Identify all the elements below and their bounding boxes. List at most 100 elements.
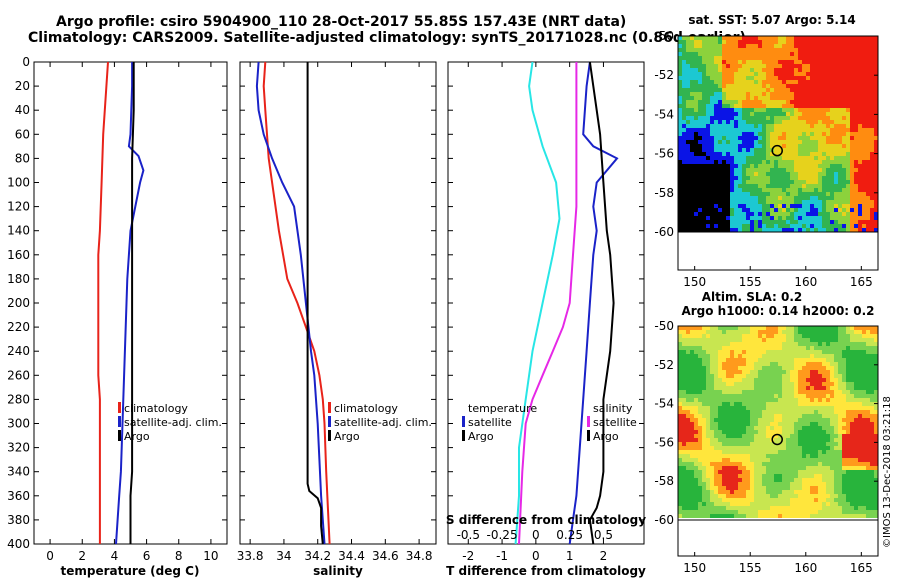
- map-cell: [854, 76, 858, 80]
- map-cell: [798, 342, 802, 346]
- map-cell: [774, 494, 778, 498]
- map-cell: [858, 350, 862, 354]
- map-cell: [798, 474, 802, 478]
- map-cell: [874, 212, 878, 216]
- map-cell: [830, 350, 834, 354]
- map-cell: [698, 386, 702, 390]
- map-cell: [826, 52, 830, 56]
- map-cell: [762, 216, 766, 220]
- map-cell: [846, 192, 850, 196]
- map-cell: [678, 326, 682, 330]
- map-cell: [858, 36, 862, 40]
- map-cell: [782, 120, 786, 124]
- map-cell: [770, 390, 774, 394]
- map-cell: [786, 414, 790, 418]
- map-cell: [746, 44, 750, 48]
- map-cell: [790, 112, 794, 116]
- map-cell: [738, 196, 742, 200]
- map-cell: [842, 44, 846, 48]
- map-cell: [726, 446, 730, 450]
- map-cell: [746, 354, 750, 358]
- map-cell: [842, 498, 846, 502]
- map-cell: [842, 164, 846, 168]
- map-cell: [782, 382, 786, 386]
- map-cell: [798, 442, 802, 446]
- map-cell: [818, 152, 822, 156]
- map-cell: [678, 342, 682, 346]
- map-cell: [706, 220, 710, 224]
- map-cell: [786, 394, 790, 398]
- map-cell: [750, 382, 754, 386]
- map-cell: [790, 156, 794, 160]
- map-cell: [850, 168, 854, 172]
- map-cell: [718, 64, 722, 68]
- map-cell: [862, 394, 866, 398]
- map-cell: [782, 192, 786, 196]
- map-cell: [862, 88, 866, 92]
- map-cell: [850, 228, 854, 232]
- map-cell: [682, 434, 686, 438]
- map-cell: [730, 172, 734, 176]
- map-cell: [834, 120, 838, 124]
- map-cell: [722, 426, 726, 430]
- map-cell: [726, 486, 730, 490]
- map-cell: [742, 60, 746, 64]
- map-cell: [694, 80, 698, 84]
- map-cell: [706, 88, 710, 92]
- map-cell: [858, 164, 862, 168]
- map-cell: [714, 40, 718, 44]
- map-cell: [714, 398, 718, 402]
- map-cell: [854, 200, 858, 204]
- map-cell: [846, 358, 850, 362]
- map-cell: [762, 454, 766, 458]
- map-cell: [802, 330, 806, 334]
- map-cell: [766, 128, 770, 132]
- map-cell: [802, 44, 806, 48]
- map-cell: [714, 56, 718, 60]
- map-cell: [858, 180, 862, 184]
- map-cell: [750, 136, 754, 140]
- map-cell: [746, 148, 750, 152]
- map-cell: [746, 140, 750, 144]
- map-cell: [830, 362, 834, 366]
- map-cell: [730, 398, 734, 402]
- map-cell: [802, 48, 806, 52]
- map-cell: [690, 68, 694, 72]
- map-cell: [818, 96, 822, 100]
- map-cell: [746, 72, 750, 76]
- map-cell: [734, 458, 738, 462]
- map-cell: [802, 458, 806, 462]
- map-cell: [774, 156, 778, 160]
- map-cell: [718, 44, 722, 48]
- map-cell: [854, 502, 858, 506]
- map-cell: [826, 176, 830, 180]
- map-cell: [738, 462, 742, 466]
- map-cell: [758, 330, 762, 334]
- map-cell: [842, 326, 846, 330]
- map-cell: [722, 486, 726, 490]
- map-cell: [830, 188, 834, 192]
- map-cell: [690, 414, 694, 418]
- map-cell: [818, 104, 822, 108]
- map-cell: [738, 160, 742, 164]
- map-cell: [746, 438, 750, 442]
- map-cell: [682, 152, 686, 156]
- map-cell: [782, 172, 786, 176]
- map-cell: [694, 184, 698, 188]
- map-cell: [710, 208, 714, 212]
- map-cell: [726, 390, 730, 394]
- map-cell: [850, 398, 854, 402]
- map-cell: [758, 188, 762, 192]
- map-cell: [710, 132, 714, 136]
- map-cell: [702, 40, 706, 44]
- map-cell: [826, 458, 830, 462]
- map-cell: [778, 378, 782, 382]
- map-cell: [862, 108, 866, 112]
- map-cell: [686, 52, 690, 56]
- map-cell: [770, 374, 774, 378]
- map-cell: [814, 36, 818, 40]
- map-cell: [702, 216, 706, 220]
- map-cell: [706, 40, 710, 44]
- map-cell: [718, 470, 722, 474]
- map-cell: [702, 350, 706, 354]
